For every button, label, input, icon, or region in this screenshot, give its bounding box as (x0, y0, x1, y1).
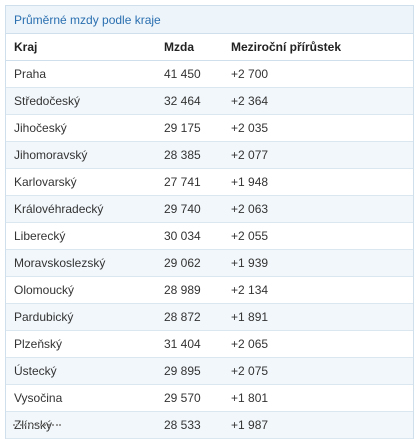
table-row: Olomoucký 28 989 +2 134 (6, 276, 413, 304)
cell-mzda: 31 404 (156, 330, 223, 358)
header-kraj: Kraj (6, 34, 156, 61)
wage-table-card: Průměrné mzdy podle kraje Kraj Mzda Mezi… (5, 5, 414, 439)
cell-prirustek: +2 700 (223, 60, 413, 88)
cell-mzda: 29 740 (156, 195, 223, 223)
cell-prirustek: +1 801 (223, 384, 413, 412)
header-mzda: Mzda (156, 34, 223, 61)
cell-prirustek: +2 055 (223, 222, 413, 250)
cell-mzda: 30 034 (156, 222, 223, 250)
cell-prirustek: +1 939 (223, 249, 413, 277)
wage-table: Kraj Mzda Meziroční přírůstek Praha 41 45… (6, 34, 413, 439)
cell-mzda: 27 741 (156, 168, 223, 196)
table-row: Jihomoravský 28 385 +2 077 (6, 141, 413, 169)
header-row: Kraj Mzda Meziroční přírůstek (6, 34, 413, 61)
table-row: Královéhradecký 29 740 +2 063 (6, 195, 413, 223)
cell-kraj: Praha (6, 60, 156, 88)
cell-prirustek: +2 077 (223, 141, 413, 169)
cell-mzda: 32 464 (156, 87, 223, 115)
cell-mzda: 29 570 (156, 384, 223, 412)
table-body: Praha 41 450 +2 700 Středočeský 32 464 +2 364… (6, 60, 413, 439)
cell-prirustek: +2 035 (223, 114, 413, 142)
cell-mzda: 29 175 (156, 114, 223, 142)
cell-kraj: Ústecký (6, 357, 156, 385)
cell-prirustek: +2 134 (223, 276, 413, 304)
cell-mzda: 28 989 (156, 276, 223, 304)
cell-prirustek: +2 075 (223, 357, 413, 385)
cell-kraj: Karlovarský (6, 168, 156, 196)
table-row: Plzeňský 31 404 +2 065 (6, 330, 413, 358)
cell-kraj: Pardubický (6, 303, 156, 331)
table-row: Pardubický 28 872 +1 891 (6, 303, 413, 331)
table-row: Vysočina 29 570 +1 801 (6, 384, 413, 412)
header-prirustek: Meziroční přírůstek (223, 34, 413, 61)
table-row: Ústecký 29 895 +2 075 (6, 357, 413, 385)
cell-mzda: 28 385 (156, 141, 223, 169)
cell-kraj: Liberecký (6, 222, 156, 250)
cell-kraj: Moravskoslezský (6, 249, 156, 277)
cell-mzda: 28 872 (156, 303, 223, 331)
cell-prirustek: +2 063 (223, 195, 413, 223)
table-row: Liberecký 30 034 +2 055 (6, 222, 413, 250)
cell-prirustek: +2 364 (223, 87, 413, 115)
cell-mzda: 29 062 (156, 249, 223, 277)
cell-prirustek: +2 065 (223, 330, 413, 358)
cell-kraj: Jihočeský (6, 114, 156, 142)
cell-kraj: Královéhradecký (6, 195, 156, 223)
cell-prirustek: +1 891 (223, 303, 413, 331)
cell-kraj: Vysočina (6, 384, 156, 412)
table-row: Středočeský 32 464 +2 364 (6, 87, 413, 115)
table-row: Praha 41 450 +2 700 (6, 60, 413, 88)
table-row: Moravskoslezský 29 062 +1 939 (6, 249, 413, 277)
cell-prirustek: +1 948 (223, 168, 413, 196)
cell-kraj: Jihomoravský (6, 141, 156, 169)
cell-mzda: 41 450 (156, 60, 223, 88)
cell-kraj: Středočeský (6, 87, 156, 115)
cell-kraj: Olomoucký (6, 276, 156, 304)
table-title: Průměrné mzdy podle kraje (6, 5, 413, 34)
cell-mzda: 29 895 (156, 357, 223, 385)
cell-prirustek: +1 987 (223, 411, 413, 439)
table-header: Kraj Mzda Meziroční přírůstek (6, 34, 413, 61)
cut-off-row (13, 424, 73, 430)
table-row: Jihočeský 29 175 +2 035 (6, 114, 413, 142)
cell-kraj: Plzeňský (6, 330, 156, 358)
cell-mzda: 28 533 (156, 411, 223, 439)
table-row: Karlovarský 27 741 +1 948 (6, 168, 413, 196)
